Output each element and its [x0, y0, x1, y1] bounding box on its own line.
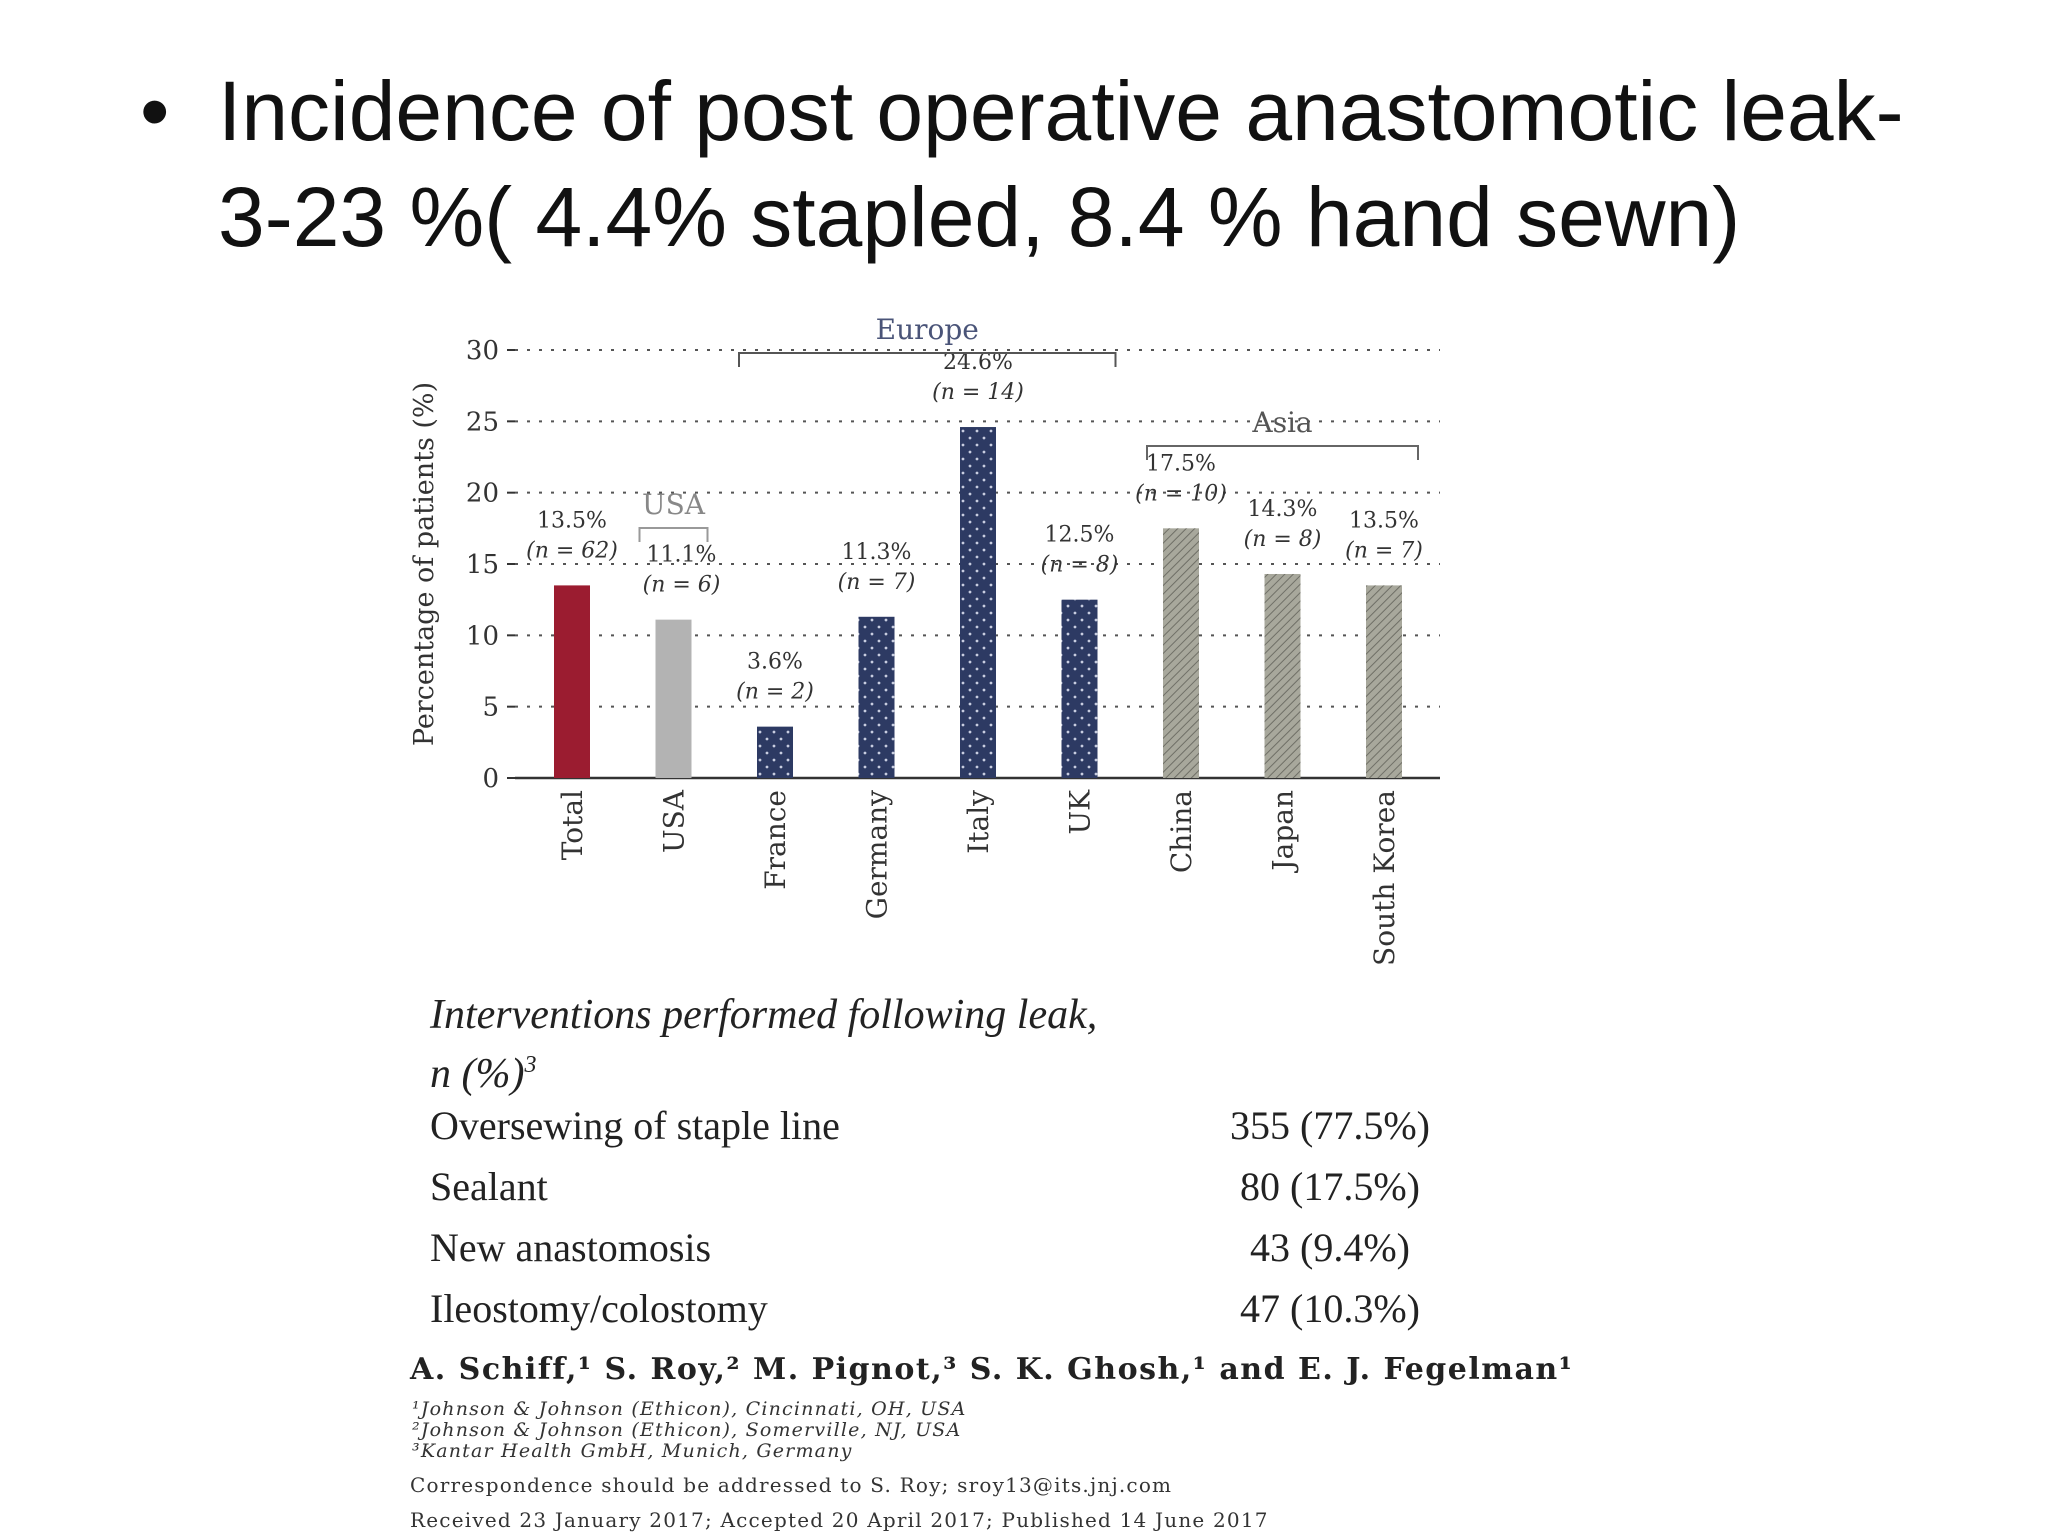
data-label-percent: 3.6% — [747, 650, 803, 675]
y-axis-title: Percentage of patients (%) — [409, 382, 440, 746]
y-tick-label: 0 — [482, 764, 499, 794]
bar-pattern — [858, 616, 895, 778]
slide-title-text: Incidence of post operative anastomotic … — [218, 64, 1904, 264]
table-row: Oversewing of staple line 355 (77.5%) — [430, 1096, 1460, 1156]
group-label: Europe — [876, 313, 979, 346]
bullet-icon: • — [140, 64, 170, 158]
group-brackets: USA Europe Asia — [638, 313, 1419, 542]
interventions-footnote-mark: 3 — [524, 1052, 537, 1078]
data-label-count: (n = 8) — [1041, 553, 1119, 578]
affiliation-line: ³Kantar Health GmbH, Munich, Germany — [412, 1440, 853, 1462]
bar-usa — [655, 619, 692, 778]
bar-pattern — [757, 726, 793, 778]
bar-total — [554, 585, 590, 778]
bars — [554, 427, 1402, 778]
leak-incidence-chart: 0 5 10 15 20 25 30 Percentage of patients (%) To… — [409, 313, 1440, 966]
data-label-count: (n = 6) — [643, 573, 721, 598]
group-bracket — [738, 352, 1117, 367]
y-tick-label: 5 — [482, 693, 499, 723]
x-tick-label: France — [759, 790, 792, 890]
x-tick-label: USA — [658, 789, 691, 853]
axes: 0 5 10 15 20 25 30 Percentage of patients (%) To… — [409, 336, 1440, 966]
x-tick-label: Italy — [962, 790, 995, 854]
x-tick-label: Total — [556, 790, 589, 860]
y-tick-label: 10 — [466, 621, 499, 651]
bar-pattern — [1061, 599, 1098, 778]
interventions-title-text: Interventions performed following leak, — [430, 992, 1098, 1038]
data-label-percent: 17.5% — [1146, 451, 1216, 476]
row-label: Ileostomy/colostomy — [430, 1286, 768, 1331]
data-labels: 13.5% (n = 62) 11.1% (n = 6) 3.6% (n = 2) 11.3… — [526, 350, 1423, 705]
row-label: Oversewing of staple line — [430, 1103, 840, 1148]
bar-pattern — [1264, 573, 1301, 778]
y-tick-label: 15 — [466, 550, 499, 580]
group-bracket — [1146, 445, 1419, 460]
data-label-percent: 11.3% — [842, 540, 912, 565]
slide-title: • Incidence of post operative anastomoti… — [140, 58, 2000, 270]
bar-pattern — [1366, 585, 1402, 778]
data-label-count: (n = 7) — [838, 570, 916, 595]
publication-dates: Received 23 January 2017; Accepted 20 Ap… — [410, 1508, 1269, 1532]
x-tick-label: UK — [1064, 789, 1097, 835]
affiliation-line: ²Johnson & Johnson (Ethicon), Somerville… — [412, 1419, 962, 1441]
y-tick-label: 20 — [466, 479, 499, 509]
table-row: New anastomosis 43 (9.4%) — [430, 1218, 1460, 1278]
y-tick-label: 25 — [466, 407, 499, 437]
bar-pattern — [960, 427, 996, 778]
data-label-count: (n = 14) — [932, 380, 1024, 405]
group-label: Asia — [1251, 406, 1312, 439]
row-value: 47 (10.3%) — [1240, 1286, 1420, 1331]
data-label-percent: 11.1% — [647, 543, 717, 568]
row-label: New anastomosis — [430, 1225, 712, 1270]
data-label-percent: 12.5% — [1045, 523, 1115, 548]
interventions-subtitle: n (%) — [430, 1051, 525, 1097]
data-label-count: (n = 2) — [736, 680, 814, 705]
bar-pattern — [1163, 528, 1199, 778]
author-list: A. Schiff,¹ S. Roy,² M. Pignot,³ S. K. G… — [410, 1352, 1574, 1387]
data-label-count: (n = 7) — [1345, 538, 1423, 563]
data-label-count: (n = 8) — [1244, 527, 1322, 552]
x-tick-label: China — [1165, 790, 1198, 873]
y-tick-label: 30 — [466, 336, 499, 366]
data-label-count: (n = 62) — [526, 538, 618, 563]
table-row: Sealant 80 (17.5%) — [430, 1157, 1460, 1217]
table-row: Ileostomy/colostomy 47 (10.3%) — [430, 1279, 1460, 1339]
data-label-percent: 14.3% — [1248, 497, 1318, 522]
x-tick-label: Japan — [1267, 790, 1300, 874]
row-label: Sealant — [430, 1164, 548, 1209]
data-label-percent: 13.5% — [1349, 508, 1419, 533]
correspondence-line: Correspondence should be addressed to S.… — [410, 1473, 1173, 1497]
data-label-percent: 24.6% — [943, 350, 1013, 375]
row-value: 355 (77.5%) — [1230, 1103, 1430, 1148]
row-value: 43 (9.4%) — [1250, 1225, 1410, 1270]
group-bracket — [638, 527, 709, 542]
interventions-title: Interventions performed following leak, … — [430, 990, 1150, 1099]
data-label-percent: 13.5% — [537, 508, 607, 533]
x-tick-label: South Korea — [1368, 790, 1401, 966]
row-value: 80 (17.5%) — [1240, 1164, 1420, 1209]
data-label-count: (n = 10) — [1135, 481, 1227, 506]
affiliation-line: ¹Johnson & Johnson (Ethicon), Cincinnati… — [412, 1398, 967, 1420]
group-label: USA — [642, 488, 706, 521]
x-tick-label: Germany — [861, 790, 894, 920]
